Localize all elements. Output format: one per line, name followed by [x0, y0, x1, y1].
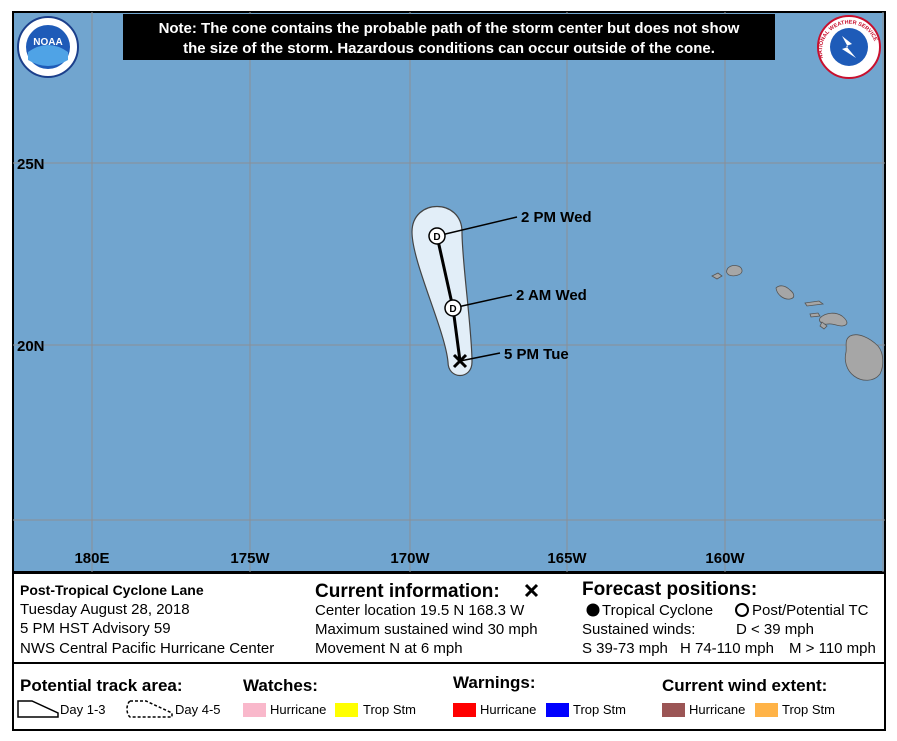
- swatch: [243, 703, 266, 717]
- track-label: 2 AM Wed: [516, 287, 587, 304]
- legend-item: Trop Stm: [363, 702, 416, 717]
- info-line: NWS Central Pacific Hurricane Center: [20, 640, 274, 657]
- leader: [459, 352, 501, 362]
- legend-item: Hurricane: [480, 702, 536, 717]
- island: [804, 300, 825, 307]
- point-symbol: D: [449, 304, 456, 315]
- nws-logo: NATIONAL WEATHER SERVICE: [817, 15, 881, 79]
- logo-disc: [830, 28, 868, 66]
- current-symbol: [524, 583, 539, 598]
- day13-icon: [17, 700, 59, 718]
- legend-item: Day 4-5: [175, 702, 221, 717]
- longitude-label: 165W: [547, 550, 587, 567]
- noaa-logo: NOAA: [17, 16, 79, 78]
- forecast-item: S 39-73 mph: [582, 640, 668, 657]
- current-line: Maximum sustained wind 30 mph: [315, 621, 538, 638]
- longitude-label: 170W: [390, 550, 430, 567]
- forecast-point: [444, 299, 462, 317]
- swatch: [335, 703, 358, 717]
- forecast-title: Forecast positions:: [582, 579, 757, 600]
- longitude-label: 175W: [230, 550, 270, 567]
- forecast-item: M > 110 mph: [789, 640, 876, 657]
- forecast-item: H 74-110 mph: [680, 640, 774, 657]
- swatch: [453, 703, 476, 717]
- legend-item: Hurricane: [270, 702, 326, 717]
- note-line: the size of the storm. Hazardous conditi…: [183, 40, 715, 57]
- leader: [436, 216, 518, 237]
- note-line: Note: The cone contains the probable pat…: [159, 20, 740, 37]
- legend-title: Potential track area:: [20, 676, 183, 695]
- forecast-item: Sustained winds:: [582, 621, 695, 638]
- forecast-item: Post/Potential TC: [752, 602, 869, 619]
- track-label: 2 PM Wed: [521, 209, 592, 226]
- swatch: [755, 703, 778, 717]
- island: [819, 321, 828, 330]
- latitude-label: 25N: [17, 156, 45, 173]
- latitude-label: 20N: [17, 338, 45, 355]
- legend-title: Current wind extent:: [662, 676, 827, 695]
- info-panel: [12, 572, 886, 731]
- leader: [452, 294, 513, 309]
- note-box: [123, 14, 775, 60]
- island: [775, 285, 795, 300]
- island: [844, 334, 884, 381]
- logo-text: NOAA: [33, 37, 62, 48]
- label-leaders: [436, 216, 518, 362]
- storm-name: Post-Tropical Cyclone Lane: [20, 582, 204, 598]
- island: [809, 312, 821, 318]
- current-line: Movement N at 6 mph: [315, 640, 463, 657]
- forecast-item: D < 39 mph: [736, 621, 814, 638]
- legend-item: Trop Stm: [782, 702, 835, 717]
- legend-item: Trop Stm: [573, 702, 626, 717]
- current-title: Current information:: [315, 581, 500, 602]
- current-line: Center location 19.5 N 168.3 W: [315, 602, 525, 619]
- info-line: Tuesday August 28, 2018: [20, 601, 190, 618]
- legend-item: Day 1-3: [60, 702, 106, 717]
- day45-icon: [126, 700, 173, 718]
- legend-item: Hurricane: [689, 702, 745, 717]
- point-symbol: D: [433, 232, 440, 243]
- hawaii-islands: [711, 265, 884, 381]
- forecast-item: Tropical Cyclone: [602, 602, 713, 619]
- track-label: 5 PM Tue: [504, 346, 569, 363]
- longitude-label: 160W: [705, 550, 745, 567]
- tropical-symbol: [586, 603, 600, 617]
- swatch: [662, 703, 685, 717]
- post-symbol: [735, 603, 749, 617]
- logo-wave: [28, 45, 68, 66]
- legend-title: Watches:: [243, 676, 318, 695]
- island: [711, 272, 723, 280]
- swatch: [546, 703, 569, 717]
- forecast-point: [428, 227, 446, 245]
- logo-bolt: [842, 36, 856, 58]
- info-line: 5 PM HST Advisory 59: [20, 620, 171, 637]
- longitude-label: 180E: [74, 550, 109, 567]
- legend-title: Warnings:: [453, 673, 535, 692]
- island: [726, 265, 743, 277]
- current-position: [452, 353, 468, 369]
